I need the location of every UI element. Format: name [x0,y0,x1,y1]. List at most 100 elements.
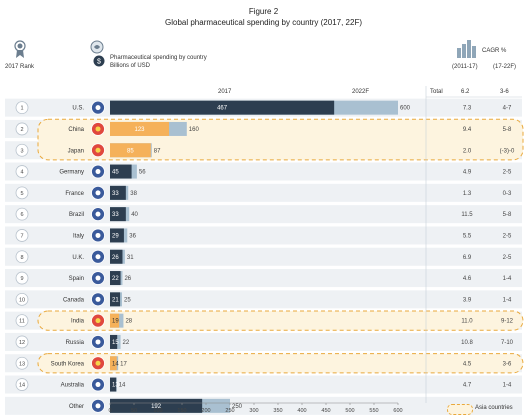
rank-number: 5 [20,191,23,197]
flag-detail [95,190,101,196]
asia-highlight [37,310,524,331]
value-2022-label: 14 [119,383,126,389]
cagr-2011-17: 4.6 [463,276,472,282]
value-2022-label: 26 [124,276,131,282]
value-2017-label: 19 [112,319,119,325]
flag-detail [95,339,101,345]
rank-number: 2 [20,127,23,133]
column-2017-label: 2017 [218,89,232,95]
value-2017-label: 21 [112,297,119,303]
value-2022-label: 36 [129,233,136,239]
country-label: India [71,319,85,325]
bar-2017 [110,143,151,158]
rank-badge [15,165,29,178]
value-2017-label: 85 [127,148,134,154]
chart-title: Global pharmaceutical spending by countr… [165,18,362,27]
value-2017-label: 15 [112,340,119,346]
column-2022-label: 2022F [352,89,370,95]
value-2017-label: 22 [112,276,119,282]
cagr-17-22: 3-6 [503,361,512,367]
flag-detail [95,318,101,324]
svg-text:$: $ [97,59,101,66]
value-2017-label: 29 [112,233,119,239]
cagr-17-22: 0-3 [503,191,512,197]
cagr-17-22: 2-5 [503,233,512,239]
rank-badge [15,271,29,285]
total-cagr-1: 6.2 [461,89,470,95]
value-2017-label: 26 [112,255,119,261]
bar-2017 [110,313,120,328]
bar-2017 [110,271,121,286]
value-2022-label: 28 [125,319,132,325]
row-background [5,375,522,394]
cagr-17-22: 1-4 [503,276,512,282]
country-label: Germany [59,170,84,176]
country-label: Russia [66,340,85,346]
value-2017-label: 13 [112,383,119,389]
bar-2017 [110,377,117,392]
value-2017-label: 14 [112,361,119,367]
cagr-2011-17: 4.9 [463,170,472,176]
country-label: U.S. [72,106,84,112]
value-2017-label: 192 [151,404,162,410]
cagr-label: CAGR % [482,48,507,54]
x-tick-label: 400 [297,408,306,414]
rank-badge [15,314,29,328]
flag-detail [95,360,101,366]
cagr-2011-17: 6.9 [463,255,472,261]
bar-2017 [110,398,203,413]
country-label: South Korea [51,361,85,367]
cagr-2011-17: 3.9 [463,297,472,303]
rank-label: 2017 Rank [5,64,35,70]
x-tick-label: 550 [369,408,378,414]
rank-number: 11 [19,319,25,325]
cagr-17-22: 4-7 [503,106,512,112]
x-tick-label: 250 [225,408,234,414]
value-2022-label: 40 [131,212,138,218]
bar-2017 [110,356,117,371]
cagr-17-22: 5-8 [503,212,512,218]
cagr-17-22: 7-10 [501,340,514,346]
x-tick-label: 600 [393,408,402,414]
country-label: Australia [61,383,85,389]
value-2017-label: 467 [217,106,228,112]
x-tick-label: 450 [321,408,330,414]
cagr-17-22: 5-8 [503,127,512,133]
x-tick-label: 50 [131,408,137,414]
rank-number: 14 [19,383,25,389]
value-2022-label: 22 [123,340,130,346]
bar-2017 [110,100,335,115]
rank-badge [15,122,29,136]
rank-badge [15,143,29,157]
row-background [5,290,522,309]
cagr-2011-17: 7.3 [463,106,472,112]
value-2017-label: 33 [112,191,119,197]
flag-detail [95,169,101,175]
row-background [5,226,522,245]
row-background [5,183,522,202]
flag-detail [95,232,101,238]
cagr-2011-17: 4.7 [463,383,472,389]
country-label: Spain [69,276,84,282]
spend-label-2: Billions of USD [110,63,151,69]
cagr-17-22: 2-5 [503,255,512,261]
country-label: France [65,191,84,197]
asia-highlight [37,353,524,374]
value-2022-label: 17 [120,361,127,367]
country-label: Other [69,404,84,410]
total-label: Total [430,89,443,95]
rank-badge [15,250,29,264]
value-2022-label: 38 [130,191,137,197]
country-label: China [68,127,84,133]
rank-number: 10 [19,297,25,303]
medal-icon [14,40,26,58]
country-label: Italy [73,233,84,239]
flag-detail [95,382,101,388]
rank-number: 1 [20,106,23,112]
bar-2017 [110,334,118,349]
x-tick-label: 150 [177,408,186,414]
value-2017-label: 123 [135,127,146,133]
total-cagr-2: 3-6 [500,89,509,95]
dollar-coin-icon: $ [93,55,105,67]
